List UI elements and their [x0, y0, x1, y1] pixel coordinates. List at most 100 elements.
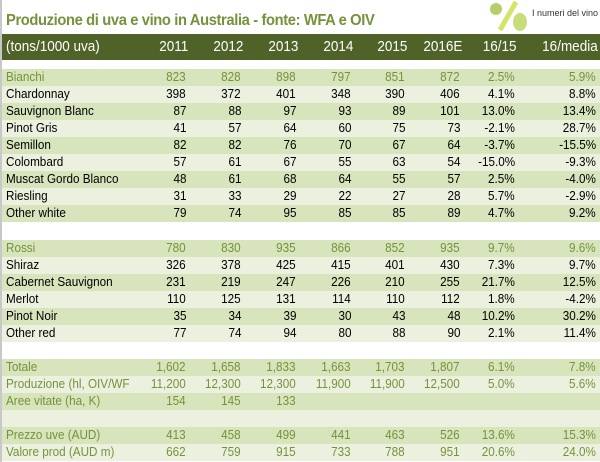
cell-2011: 413: [166, 427, 186, 442]
cell-2015: 851: [385, 69, 405, 84]
table-row: Produzione (hl, OIV/WF 11,200 12,300 12,300…: [2, 376, 600, 393]
cell-2013: 935: [276, 240, 296, 255]
cell-2014: 348: [331, 86, 351, 101]
cell-16-15: 9.7%: [488, 240, 515, 255]
cell-16-media: 28.7%: [562, 120, 596, 135]
row-label: Other white: [6, 205, 66, 220]
cell-2011: 31: [172, 188, 186, 203]
cell-2012: 74: [227, 205, 241, 220]
cell-16-media: 7.8%: [569, 359, 596, 374]
cell-2015: 852: [385, 240, 405, 255]
cell-16-15: -3.7%: [484, 137, 515, 152]
table-row: Totale 1,602 1,658 1,833 1,663 1,703 1,807 6.1%…: [2, 359, 600, 376]
cell-2015: 401: [385, 257, 405, 272]
cell-2012: 12,300: [205, 376, 241, 391]
cell-2013: 67: [282, 154, 296, 169]
cell-2014: 11,900: [316, 376, 351, 391]
table-row: Shiraz 326 378 425 415 401 430 7.3% 9.7%: [2, 257, 600, 274]
cell-2013: 133: [276, 393, 296, 408]
cell-2016E: 57: [446, 171, 460, 186]
cell-2011: 154: [166, 393, 186, 408]
cell-2012: 1,658: [211, 359, 241, 374]
cell-16-media: 9.6%: [569, 240, 596, 255]
cell-16-media: 5.6%: [569, 376, 596, 391]
table-row: Pinot Noir 35 34 39 30 43 48 10.2% 30.2%: [2, 308, 600, 325]
cell-2014: 226: [331, 274, 351, 289]
cell-2011: 79: [172, 205, 186, 220]
cell-2014: 80: [337, 325, 351, 340]
cell-2016E: 101: [440, 103, 460, 118]
cell-2013: 94: [282, 325, 296, 340]
cell-2011: 231: [166, 274, 186, 289]
cell-16-media: 12.5%: [562, 274, 596, 289]
cell-16-media: 30.2%: [562, 308, 596, 323]
row-label: Chardonnay: [6, 86, 70, 101]
row-label: Muscat Gordo Blanco: [6, 171, 119, 186]
row-label: Bianchi: [6, 69, 45, 84]
row-label: Pinot Gris: [6, 120, 58, 135]
cell-2011: 82: [172, 137, 186, 152]
table-row: Pinot Gris 41 57 64 60 75 73 -2.1% 28.7%: [2, 120, 600, 137]
cell-2015: 1,703: [375, 359, 405, 374]
cell-2012: 458: [221, 427, 241, 442]
cell-2014: 22: [337, 188, 351, 203]
table-row: Merlot 110 125 131 114 110 112 1.8% -4.2%: [2, 291, 600, 308]
cell-2012: 88: [227, 103, 241, 118]
cell-16-media: -15.5%: [558, 137, 596, 152]
cell-2012: 759: [221, 444, 241, 459]
cell-2011: 662: [166, 444, 186, 459]
cell-2015: 55: [391, 171, 405, 186]
cell-2011: 41: [172, 120, 186, 135]
cell-16-media: -9.3%: [565, 154, 596, 169]
cell-2014: 1,663: [321, 359, 351, 374]
cell-2011: 398: [166, 86, 186, 101]
cell-2011: 57: [172, 154, 186, 169]
cell-2011: 1,602: [156, 359, 186, 374]
cell-16-media: -4.2%: [565, 291, 596, 306]
header-col-2015: 2015: [376, 38, 407, 55]
cell-2014: 60: [337, 120, 351, 135]
cell-2015: 67: [391, 137, 405, 152]
cell-2016E: 255: [440, 274, 460, 289]
cell-2016E: 951: [440, 444, 460, 459]
cell-2014: 70: [337, 137, 351, 152]
cell-2011: 780: [166, 240, 186, 255]
cell-16-media: 8.8%: [569, 86, 596, 101]
header-col-2016E: 2016E: [422, 38, 462, 55]
table-row: Bianchi 823 828 898 797 851 872 2.5% 5.9%: [2, 69, 600, 86]
cell-16-media: 15.3%: [562, 427, 596, 442]
cell-2016E: 89: [446, 205, 460, 220]
cell-16-15: 2.1%: [488, 325, 515, 340]
cell-2016E: 48: [446, 308, 460, 323]
cell-2012: 830: [221, 240, 241, 255]
table-row: [2, 410, 600, 427]
cell-2011: 110: [167, 291, 186, 306]
cell-2013: 76: [282, 137, 296, 152]
cell-2012: 372: [221, 86, 241, 101]
cell-2012: 82: [227, 137, 241, 152]
row-label: Valore prod (AUD m): [6, 444, 115, 459]
cell-2013: 1,833: [266, 359, 296, 374]
grape-logo-icon: [486, 0, 600, 32]
cell-16-15: 21.7%: [481, 274, 515, 289]
cell-2012: 74: [227, 325, 241, 340]
row-label: Prezzo uve (AUD): [6, 427, 101, 442]
cell-2015: 85: [391, 205, 405, 220]
header-col-16-15: 16/15: [483, 38, 517, 55]
cell-2013: 499: [276, 427, 296, 442]
page-title: Produzione di uva e vino in Australia - …: [6, 12, 375, 29]
cell-2012: 61: [227, 154, 241, 169]
cell-2015: 788: [385, 444, 405, 459]
cell-16-15: 5.7%: [488, 188, 515, 203]
row-label: Produzione (hl, OIV/WF: [6, 376, 130, 391]
cell-16-media: 24.0%: [562, 444, 596, 459]
cell-2011: 35: [172, 308, 186, 323]
cell-2016E: 526: [440, 427, 460, 442]
table-row: Cabernet Sauvignon 231 219 247 226 210 255 21.7…: [2, 274, 600, 291]
cell-2012: 34: [227, 308, 241, 323]
cell-2011: 87: [172, 103, 186, 118]
cell-16-15: 4.7%: [488, 205, 515, 220]
cell-2016E: 28: [446, 188, 460, 203]
cell-2015: 88: [391, 325, 405, 340]
